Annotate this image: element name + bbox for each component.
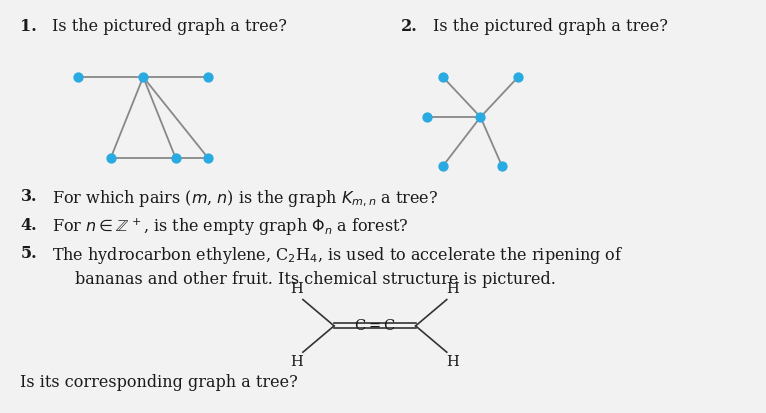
Point <box>474 114 486 120</box>
Text: 2.: 2. <box>401 18 417 36</box>
Text: H: H <box>447 356 459 369</box>
Point <box>202 154 214 161</box>
Text: The hydrocarbon ethylene, C$_2$H$_4$, is used to accelerate the ripening of: The hydrocarbon ethylene, C$_2$H$_4$, is… <box>52 245 624 266</box>
Text: 4.: 4. <box>21 216 37 234</box>
Text: Is the pictured graph a tree?: Is the pictured graph a tree? <box>433 18 667 36</box>
Text: 3.: 3. <box>21 188 37 205</box>
Point <box>72 74 84 80</box>
Point <box>202 74 214 80</box>
Text: For which pairs ($m$, $n$) is the graph $K_{m,n}$ a tree?: For which pairs ($m$, $n$) is the graph … <box>52 188 439 209</box>
Point <box>169 154 182 161</box>
Text: Is the pictured graph a tree?: Is the pictured graph a tree? <box>52 18 287 36</box>
Point <box>437 74 449 80</box>
Text: 5.: 5. <box>21 245 37 262</box>
Text: H: H <box>290 356 303 369</box>
Text: Is its corresponding graph a tree?: Is its corresponding graph a tree? <box>21 375 298 392</box>
Text: 1.: 1. <box>21 18 38 36</box>
Text: For $n \in \mathbb{Z}^+$, is the empty graph $\Phi_n$ a forest?: For $n \in \mathbb{Z}^+$, is the empty g… <box>52 216 409 238</box>
Point <box>105 154 117 161</box>
Text: C$=$C: C$=$C <box>354 318 395 333</box>
Point <box>496 163 508 169</box>
Point <box>421 114 433 120</box>
Point <box>137 74 149 80</box>
Text: bananas and other fruit. Its chemical structure is pictured.: bananas and other fruit. Its chemical st… <box>74 271 555 288</box>
Point <box>512 74 524 80</box>
Text: H: H <box>447 282 459 297</box>
Point <box>437 163 449 169</box>
Text: H: H <box>290 282 303 297</box>
